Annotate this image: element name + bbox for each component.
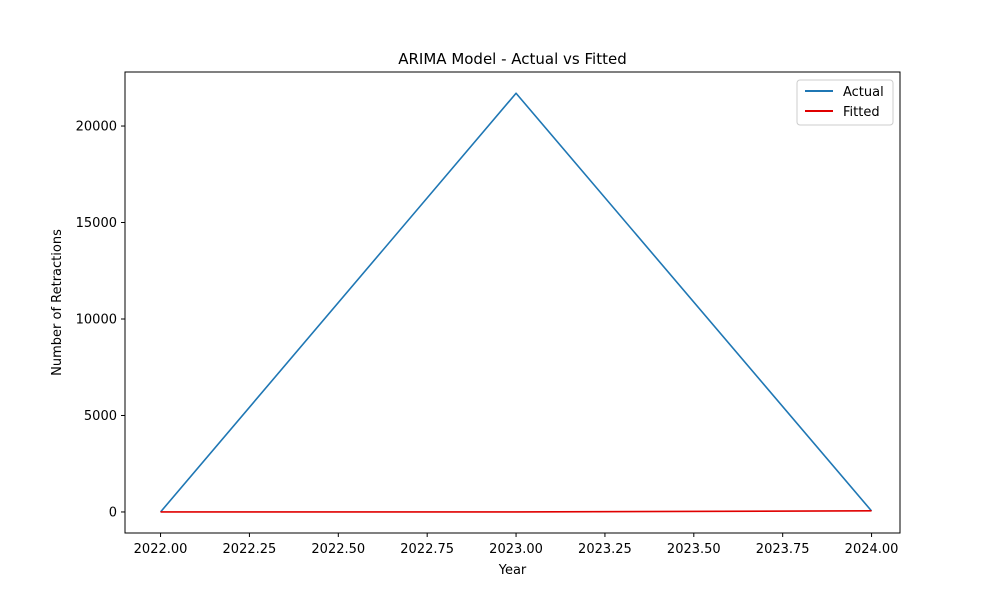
x-tick-label: 2024.00 — [845, 542, 899, 557]
y-tick-label: 10000 — [76, 312, 117, 327]
y-axis-ticks: 0 5000 10000 15000 20000 — [76, 120, 125, 520]
legend-label-fitted: Fitted — [843, 105, 880, 120]
x-tick-label: 2023.75 — [756, 542, 810, 557]
plot-frame — [124, 71, 901, 534]
x-tick-label: 2023.00 — [489, 542, 543, 557]
chart-title: ARIMA Model - Actual vs Fitted — [398, 50, 627, 68]
x-tick-label: 2023.50 — [667, 542, 721, 557]
series-line-actual — [159, 92, 873, 513]
x-tick-label: 2022.50 — [311, 542, 365, 557]
y-axis-label: Number of Retractions — [50, 229, 65, 376]
y-tick-label: 5000 — [84, 409, 117, 424]
series-layer — [159, 92, 873, 513]
series-line-fitted — [160, 510, 872, 513]
y-tick-label: 0 — [109, 505, 117, 520]
x-tick-label: 2022.75 — [400, 542, 454, 557]
x-tick-label: 2022.25 — [223, 542, 277, 557]
x-axis-ticks: 2022.00 2022.25 2022.50 2022.75 2023.00 2023.… — [134, 533, 899, 557]
x-axis-label: Year — [498, 563, 527, 578]
legend-label-actual: Actual — [843, 85, 884, 100]
x-tick-label: 2023.25 — [578, 542, 632, 557]
plot-background — [125, 72, 900, 533]
legend: Actual Fitted — [796, 79, 894, 126]
y-tick-label: 15000 — [76, 216, 117, 231]
y-tick-label: 20000 — [76, 120, 117, 135]
x-tick-label: 2022.00 — [134, 542, 188, 557]
